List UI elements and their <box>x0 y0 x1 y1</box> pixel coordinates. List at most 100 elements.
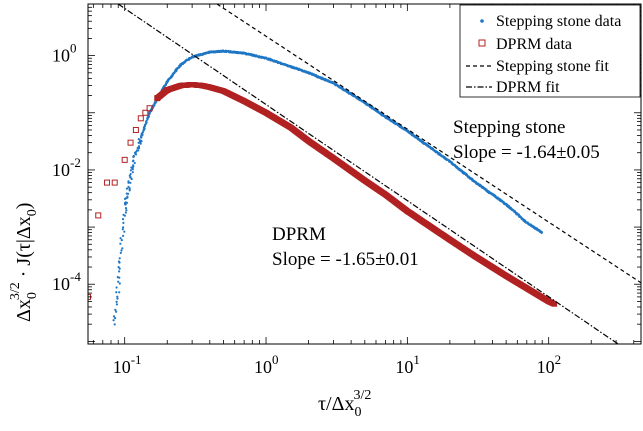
data-point <box>119 237 122 240</box>
legend-label-stepping-stone-data: Stepping stone data <box>496 13 621 30</box>
data-marker <box>551 301 558 307</box>
data-point <box>115 286 118 289</box>
x-tick-label-exp: 2 <box>555 352 562 367</box>
data-point <box>121 218 125 221</box>
stepping-stone-fit-line <box>216 4 641 284</box>
data-point <box>120 239 123 242</box>
data-point <box>130 177 133 181</box>
y-tick-label-exp: -2 <box>70 155 81 170</box>
data-marker <box>146 105 153 112</box>
data-point <box>119 242 122 245</box>
data-point <box>129 176 132 179</box>
data-point <box>122 226 125 229</box>
data-point <box>124 207 128 210</box>
data-point <box>540 231 544 234</box>
y-tick-label-exp: 0 <box>70 41 77 56</box>
x-tick-label-base: 10 <box>113 357 131 377</box>
data-point <box>123 230 126 233</box>
data-point <box>131 160 135 163</box>
data-point <box>118 291 121 294</box>
data-point <box>118 257 121 260</box>
data-point <box>117 266 120 269</box>
data-point <box>115 303 118 306</box>
annotation-stepping-stone-slope: Slope = -1.64±0.05 <box>453 142 600 163</box>
legend-marker-dprm-data <box>478 39 486 47</box>
data-marker <box>127 139 134 146</box>
data-point <box>139 139 142 142</box>
data-point <box>137 138 140 141</box>
y-axis-label-sub2: 0 <box>25 209 40 216</box>
data-point <box>114 317 117 320</box>
data-point <box>129 173 132 176</box>
y-axis-label-sup: 3/2 <box>8 282 23 300</box>
data-point <box>122 213 125 216</box>
data-marker <box>132 126 139 133</box>
data-point <box>135 149 139 152</box>
data-point <box>131 171 134 174</box>
y-axis-label-end: ) <box>13 203 35 210</box>
y-tick-label: 10-4 <box>52 269 81 294</box>
y-axis-label: Δx03/2 · J(τ|Δx0) <box>8 203 40 322</box>
x-axis-label-sup: 3/2 <box>353 388 371 403</box>
data-point <box>115 291 118 294</box>
data-point <box>133 151 137 154</box>
data-point <box>126 195 129 198</box>
data-point <box>121 247 124 250</box>
data-marker <box>95 212 102 219</box>
data-point <box>127 180 130 183</box>
data-point <box>115 310 118 313</box>
data-point <box>125 192 128 195</box>
x-tick-label: 102 <box>537 352 562 377</box>
annotation-dprm-slope: Slope = -1.65±0.01 <box>272 249 419 270</box>
data-point <box>128 187 131 190</box>
data-point <box>129 169 132 172</box>
y-axis-label-sub: 0 <box>25 292 40 299</box>
data-point <box>115 300 118 303</box>
data-point <box>114 308 117 311</box>
dprm-fit-line <box>117 4 619 344</box>
data-point <box>132 154 135 158</box>
y-axis-label-main: Δx <box>13 299 35 322</box>
data-point <box>127 185 130 188</box>
x-tick-label: 100 <box>254 352 279 377</box>
data-point <box>118 282 121 285</box>
data-point <box>139 141 142 144</box>
y-tick-label-base: 10 <box>52 46 70 66</box>
data-point <box>122 221 125 224</box>
data-point <box>116 276 119 279</box>
data-layer <box>88 4 641 344</box>
data-point <box>117 260 120 263</box>
x-axis-label-sub: 0 <box>354 405 361 420</box>
data-point <box>112 315 116 318</box>
legend-label-dprm-data: DPRM data <box>496 36 572 53</box>
data-point <box>124 197 127 200</box>
legend-box <box>459 4 641 98</box>
data-point <box>130 166 133 169</box>
data-point <box>121 228 124 231</box>
data-point <box>134 153 138 156</box>
data-point <box>137 145 141 148</box>
data-marker <box>104 179 111 186</box>
data-point <box>125 187 129 190</box>
data-point <box>113 323 116 326</box>
x-tick-label: 101 <box>395 352 420 377</box>
legend: Stepping stone data DPRM data Stepping s… <box>459 4 641 98</box>
x-tick-label-exp: 1 <box>413 352 420 367</box>
y-tick-label-base: 10 <box>52 274 70 294</box>
data-point <box>116 295 119 298</box>
data-point <box>124 211 127 214</box>
data-point <box>120 249 123 252</box>
data-marker <box>111 179 118 186</box>
data-point <box>145 120 148 123</box>
data-point <box>133 161 136 165</box>
annotation-stepping-stone-name: Stepping stone <box>453 117 565 138</box>
data-point <box>118 270 121 273</box>
y-tick-label-base: 10 <box>52 160 70 180</box>
x-axis-label: τ/Δx0 3/2 <box>318 388 371 420</box>
x-tick-label-base: 10 <box>537 357 555 377</box>
data-point <box>132 164 135 167</box>
data-marker <box>142 109 149 116</box>
data-point <box>116 297 119 300</box>
